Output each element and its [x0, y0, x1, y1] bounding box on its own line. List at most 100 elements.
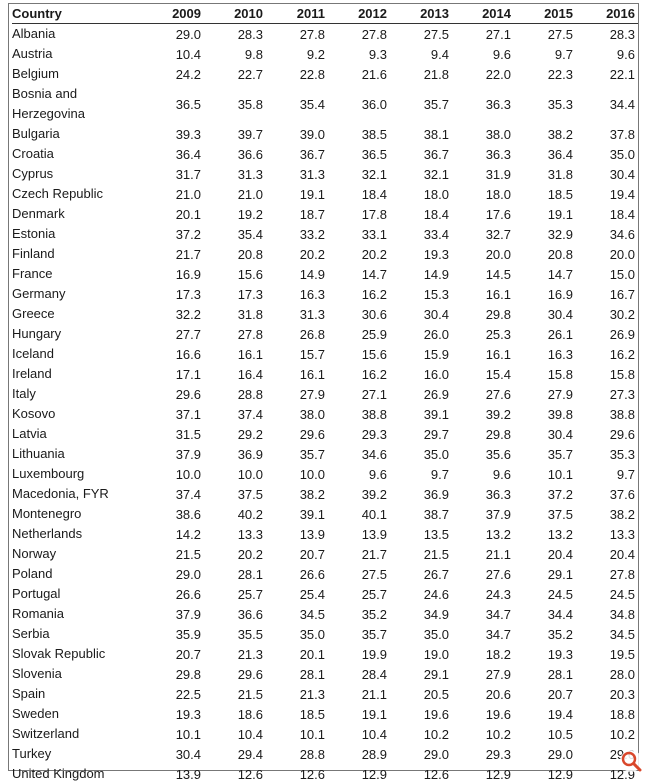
- value-cell: 27.6: [452, 384, 514, 404]
- header-country: Country: [12, 4, 142, 24]
- value-cell: 27.9: [452, 664, 514, 684]
- value-cell: 14.5: [452, 264, 514, 284]
- value-cell: 39.8: [514, 404, 576, 424]
- value-cell: 26.6: [142, 584, 204, 604]
- country-cell: Denmark: [12, 204, 142, 224]
- value-cell: 38.0: [452, 124, 514, 144]
- value-cell: 24.5: [514, 584, 576, 604]
- value-cell: 24.6: [390, 584, 452, 604]
- value-cell: 35.0: [266, 624, 328, 644]
- value-cell: 14.7: [514, 264, 576, 284]
- value-cell: 9.6: [452, 44, 514, 64]
- country-cell: Turkey: [12, 744, 142, 764]
- value-cell: 28.8: [266, 744, 328, 764]
- value-cell: 9.6: [576, 44, 638, 64]
- value-cell: 10.0: [266, 464, 328, 484]
- value-cell: 19.0: [390, 644, 452, 664]
- value-cell: 20.1: [142, 204, 204, 224]
- value-cell: 28.9: [328, 744, 390, 764]
- value-cell: 35.4: [204, 224, 266, 244]
- value-cell: 29.8: [452, 424, 514, 444]
- value-cell: 36.6: [204, 144, 266, 164]
- value-cell: 32.1: [390, 164, 452, 184]
- value-cell: 13.5: [390, 524, 452, 544]
- value-cell: 34.4: [576, 84, 638, 124]
- value-cell: 34.4: [514, 604, 576, 624]
- value-cell: 32.9: [514, 224, 576, 244]
- value-cell: 26.7: [390, 564, 452, 584]
- value-cell: 40.2: [204, 504, 266, 524]
- value-cell: 15.6: [204, 264, 266, 284]
- value-cell: 27.8: [328, 24, 390, 45]
- value-cell: 9.3: [328, 44, 390, 64]
- value-cell: 29.2: [204, 424, 266, 444]
- value-cell: 35.7: [266, 444, 328, 464]
- value-cell: 36.9: [390, 484, 452, 504]
- value-cell: 15.4: [452, 364, 514, 384]
- country-cell: Ireland: [12, 364, 142, 384]
- value-cell: 18.2: [452, 644, 514, 664]
- value-cell: 10.1: [514, 464, 576, 484]
- value-cell: 30.2: [576, 304, 638, 324]
- value-cell: 20.0: [576, 244, 638, 264]
- country-cell: Netherlands: [12, 524, 142, 544]
- value-cell: 34.8: [576, 604, 638, 624]
- value-cell: 38.6: [142, 504, 204, 524]
- value-cell: 27.5: [390, 24, 452, 45]
- value-cell: 10.4: [328, 724, 390, 744]
- value-cell: 32.1: [328, 164, 390, 184]
- value-cell: 9.7: [514, 44, 576, 64]
- value-cell: 37.5: [204, 484, 266, 504]
- value-cell: 18.0: [390, 184, 452, 204]
- value-cell: 39.3: [142, 124, 204, 144]
- value-cell: 39.2: [452, 404, 514, 424]
- country-cell: Serbia: [12, 624, 142, 644]
- value-cell: 20.5: [390, 684, 452, 704]
- country-cell: Austria: [12, 44, 142, 64]
- value-cell: 26.0: [390, 324, 452, 344]
- value-cell: 28.0: [576, 664, 638, 684]
- value-cell: 9.6: [452, 464, 514, 484]
- value-cell: 10.2: [390, 724, 452, 744]
- value-cell: 34.7: [452, 624, 514, 644]
- country-cell: Luxembourg: [12, 464, 142, 484]
- value-cell: 35.0: [576, 144, 638, 164]
- value-cell: 28.1: [514, 664, 576, 684]
- country-cell: Bulgaria: [12, 124, 142, 144]
- value-cell: 35.0: [390, 624, 452, 644]
- value-cell: 27.8: [266, 24, 328, 45]
- header-year: 2009: [142, 4, 204, 24]
- value-cell: 32.7: [452, 224, 514, 244]
- value-cell: 35.7: [328, 624, 390, 644]
- value-cell: 17.1: [142, 364, 204, 384]
- value-cell: 12.6: [390, 764, 452, 784]
- value-cell: 30.4: [514, 304, 576, 324]
- value-cell: 27.5: [514, 24, 576, 45]
- value-cell: 10.1: [266, 724, 328, 744]
- value-cell: 20.8: [204, 244, 266, 264]
- country-cell: Cyprus: [12, 164, 142, 184]
- value-cell: 31.5: [142, 424, 204, 444]
- value-cell: 19.4: [576, 184, 638, 204]
- country-cell: Bosnia and Herzegovina: [12, 84, 142, 124]
- value-cell: 29.6: [576, 424, 638, 444]
- value-cell: 19.6: [452, 704, 514, 724]
- value-cell: 22.8: [266, 64, 328, 84]
- value-cell: 22.5: [142, 684, 204, 704]
- zoom-magnifier-icon[interactable]: [619, 749, 643, 773]
- value-cell: 34.6: [328, 444, 390, 464]
- value-cell: 18.8: [576, 704, 638, 724]
- value-cell: 18.5: [266, 704, 328, 724]
- value-cell: 16.9: [142, 264, 204, 284]
- header-year: 2014: [452, 4, 514, 24]
- value-cell: 22.3: [514, 64, 576, 84]
- value-cell: 15.8: [514, 364, 576, 384]
- value-cell: 29.7: [390, 424, 452, 444]
- value-cell: 31.9: [452, 164, 514, 184]
